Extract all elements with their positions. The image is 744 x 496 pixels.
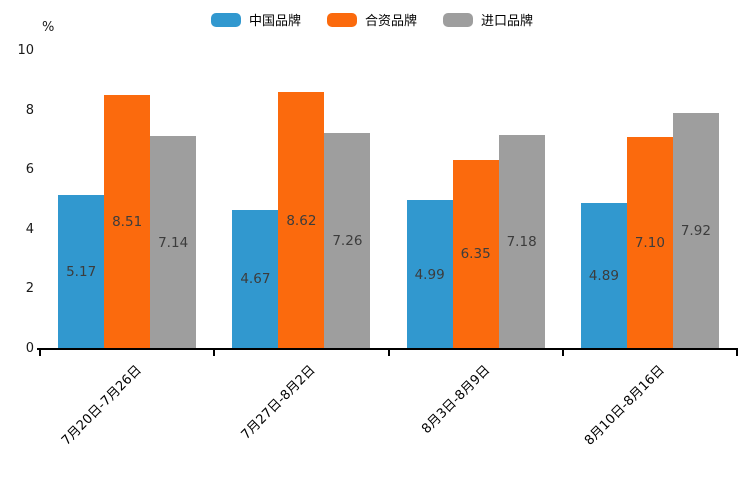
bar-进口品牌-3[interactable]: 7.92 [672,112,719,349]
legend-swatch-icon [443,12,473,27]
bar-中国品牌-3[interactable]: 4.89 [580,203,627,349]
legend-item-0[interactable]: 中国品牌 [210,10,301,29]
x-axis-label-2: 8月3日-8月9日 [418,362,494,437]
legend-swatch-icon [326,12,357,27]
legend-swatch-icon [210,12,241,27]
bar-value-label: 4.99 [414,266,445,283]
y-axis-label-4: 4 [25,221,34,237]
legend-item-1[interactable]: 合资品牌 [326,10,417,29]
bar-合资品牌-1[interactable]: 8.62 [278,92,325,349]
x-axis-line [37,348,738,350]
bar-value-label: 5.17 [66,263,97,280]
y-axis-label-8: 8 [25,102,34,118]
y-axis-unit-label: % [42,20,55,35]
bar-value-label: 8.62 [286,212,317,229]
x-axis-tick [736,350,738,356]
y-axis-label-6: 6 [25,162,34,178]
bar-value-label: 4.89 [588,268,619,285]
bar-value-label: 7.92 [680,222,711,239]
bar-value-label: 7.10 [634,235,665,252]
bar-value-label: 7.18 [506,234,537,251]
legend-label: 进口品牌 [481,14,534,29]
bar-value-label: 6.35 [460,246,491,263]
bar-合资品牌-0[interactable]: 8.51 [104,95,151,349]
x-axis-label-3: 8月10日-8月16日 [581,362,668,449]
x-axis-tick [561,350,564,356]
bar-中国品牌-2[interactable]: 4.99 [406,200,453,349]
bar-合资品牌-2[interactable]: 6.35 [452,159,499,349]
bar-中国品牌-0[interactable]: 5.17 [58,194,105,349]
x-axis-label-0: 7月20日-7月26日 [58,362,145,449]
y-axis-label-0: 0 [25,341,34,356]
bar-进口品牌-1[interactable]: 7.26 [324,132,371,349]
legend-label: 合资品牌 [364,14,417,29]
bar-group-2: 4.99 6.35 7.18 [389,51,563,349]
bar-group-0: 5.17 8.51 7.14 [40,51,214,349]
y-axis-label-2: 2 [25,281,34,297]
x-axis-tick [213,350,216,356]
x-axis-label-1: 7月27日-8月2日 [238,362,319,443]
bar-value-label: 4.67 [240,271,271,288]
legend-label: 中国品牌 [248,14,301,29]
bar-value-label: 7.14 [158,234,189,251]
bar-value-label: 7.26 [332,232,363,249]
bar-合资品牌-3[interactable]: 7.10 [626,137,673,349]
bar-value-label: 8.51 [112,214,143,231]
bar-group-1: 4.67 8.62 7.26 [214,51,388,349]
plot-area: 5.17 8.51 7.14 4.67 8.62 7.26 4.99 6.35 7.18 4.89… [40,51,737,349]
legend-item-2[interactable]: 进口品牌 [443,10,533,29]
chart-legend: 中国品牌 合资品牌 进口品牌 [0,10,744,29]
y-axis-label-10: 10 [17,43,34,58]
bar-group-3: 4.89 7.10 7.92 [563,51,737,349]
bar-进口品牌-2[interactable]: 7.18 [498,135,545,349]
x-axis-tick [39,350,41,356]
bar-进口品牌-0[interactable]: 7.14 [150,136,197,349]
x-axis-tick [387,350,390,356]
bar-中国品牌-1[interactable]: 4.67 [232,209,279,349]
